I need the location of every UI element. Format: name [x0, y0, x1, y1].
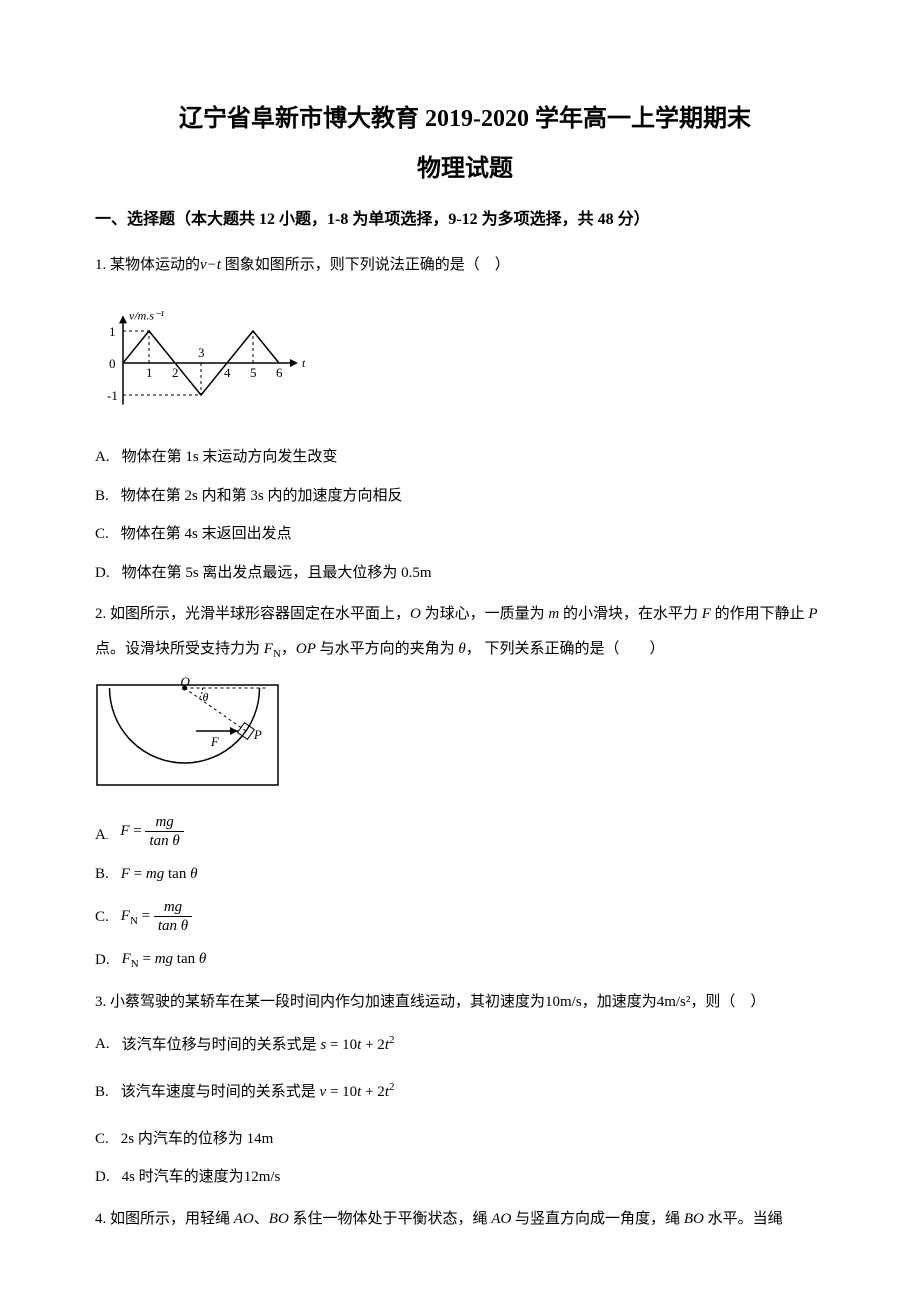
q3-opt-a: A. 该汽车位移与时间的关系式是 s = 10t + 2t2 [95, 1030, 835, 1060]
section-header: 一、选择题（本大题共 12 小题，1-8 为单项选择，9-12 为多项选择，共 … [95, 207, 835, 233]
svg-text:1: 1 [109, 324, 116, 339]
svg-text:v/m.s⁻¹: v/m.s⁻¹ [129, 308, 164, 322]
q2-opt-a: A. F = mgtan θ [95, 813, 835, 850]
svg-text:4: 4 [224, 365, 231, 380]
svg-text:0: 0 [109, 356, 116, 371]
q3-stem: 3. 小蔡驾驶的某轿车在某一段时间内作匀加速直线运动，其初速度为10m/s，加速… [95, 985, 835, 1020]
q1-opt-d: D.物体在第 5s 离出发点最远，且最大位移为 0.5m [95, 559, 835, 588]
svg-text:-1: -1 [107, 388, 118, 403]
svg-text:5: 5 [250, 365, 257, 380]
q1-opt-b: B.物体在第 2s 内和第 3s 内的加速度方向相反 [95, 482, 835, 511]
svg-text:θ: θ [203, 690, 209, 704]
q1-opt-a: A.物体在第 1s 末运动方向发生改变 [95, 443, 835, 472]
title-line1: 辽宁省阜新市博大教育 2019-2020 学年高一上学期期末 [95, 100, 835, 138]
q1-chart: v/m.s⁻¹ t/s 0 1 -1 1 2 3 4 5 6 [95, 293, 835, 432]
q3-opt-d: D.4s 时汽车的速度为12m/s [95, 1163, 835, 1192]
q4-stem: 4. 如图所示，用轻绳 AO、BO 系住一物体处于平衡状态，绳 AO 与竖直方向… [95, 1202, 835, 1237]
svg-text:O: O [181, 677, 191, 689]
q2-stem: 2. 如图所示，光滑半球形容器固定在水平面上，O 为球心，一质量为 m 的小滑块… [95, 597, 835, 667]
q3-opt-c: C.2s 内汽车的位移为 14m [95, 1125, 835, 1154]
q1-opt-c: C.物体在第 4s 末返回出发点 [95, 520, 835, 549]
q1-stem: 1. 某物体运动的v−t 图象如图所示，则下列说法正确的是（ ） [95, 248, 835, 283]
svg-text:F: F [210, 734, 220, 749]
q3-opt-b: B. 该汽车速度与时间的关系式是 v = 10t + 2t2 [95, 1077, 835, 1107]
svg-text:P: P [253, 727, 262, 742]
q2-opt-b: B. F = mg tan θ [95, 860, 835, 889]
svg-text:t/s: t/s [302, 356, 305, 370]
svg-text:3: 3 [198, 345, 205, 360]
svg-text:1: 1 [146, 365, 153, 380]
title-line2: 物理试题 [95, 150, 835, 188]
q2-opt-d: D. FN = mg tan θ [95, 945, 835, 975]
q2-opt-c: C. FN = mgtan θ [95, 898, 835, 935]
svg-text:2: 2 [172, 365, 179, 380]
q2-diagram: Oθ P F [95, 677, 835, 801]
svg-text:6: 6 [276, 365, 283, 380]
